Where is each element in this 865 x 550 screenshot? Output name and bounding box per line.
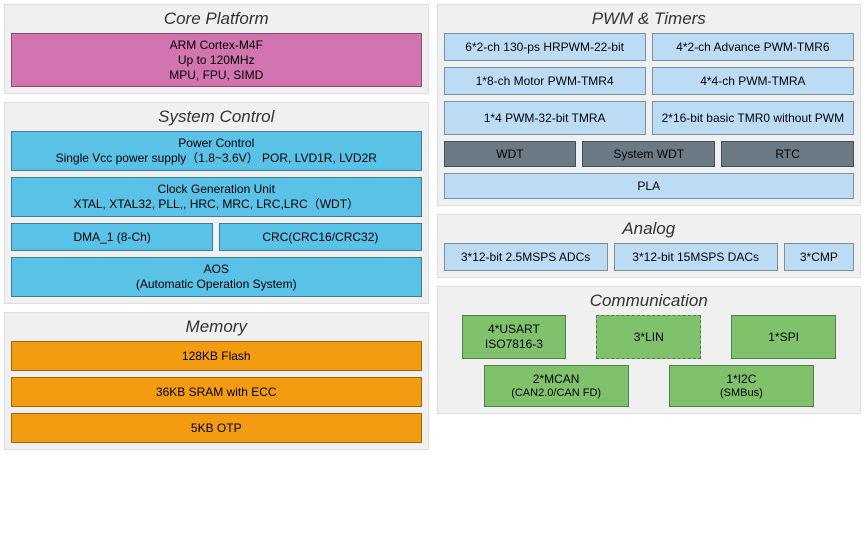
pla-block: PLA [444, 173, 855, 199]
memory-title: Memory [11, 317, 422, 337]
pwm-timers-section: PWM & Timers 6*2-ch 130-ps HRPWM-22-bit … [437, 4, 862, 206]
flash-block: 128KB Flash [11, 341, 422, 371]
dac-block: 3*12-bit 15MSPS DACs [614, 243, 778, 271]
right-column: PWM & Timers 6*2-ch 130-ps HRPWM-22-bit … [437, 4, 862, 450]
rtc-block: RTC [721, 141, 854, 167]
hrpwm-block: 6*2-ch 130-ps HRPWM-22-bit [444, 33, 646, 61]
communication-section: Communication 4*USART ISO7816-3 3*LIN 1*… [437, 286, 862, 414]
power-control-block: Power Control Single Vcc power supply（1.… [11, 131, 422, 171]
system-control-section: System Control Power Control Single Vcc … [4, 102, 429, 304]
core-platform-section: Core Platform ARM Cortex-M4F Up to 120MH… [4, 4, 429, 94]
spi-block: 1*SPI [731, 315, 836, 359]
tmr0-block: 2*16-bit basic TMR0 without PWM [652, 101, 854, 135]
dma-block: DMA_1 (8-Ch) [11, 223, 213, 251]
clock-gen-block: Clock Generation Unit XTAL, XTAL32, PLL,… [11, 177, 422, 217]
otp-block: 5KB OTP [11, 413, 422, 443]
left-column: Core Platform ARM Cortex-M4F Up to 120MH… [4, 4, 429, 450]
tmr4-block: 1*8-ch Motor PWM-TMR4 [444, 67, 646, 95]
tmr6-block: 4*2-ch Advance PWM-TMR6 [652, 33, 854, 61]
core-platform-block: ARM Cortex-M4F Up to 120MHz MPU, FPU, SI… [11, 33, 422, 87]
adc-block: 3*12-bit 2.5MSPS ADCs [444, 243, 608, 271]
wdt-block: WDT [444, 141, 577, 167]
analog-title: Analog [444, 219, 855, 239]
lin-block: 3*LIN [596, 315, 701, 359]
diagram-root: Core Platform ARM Cortex-M4F Up to 120MH… [0, 0, 865, 454]
aos-block: AOS (Automatic Operation System) [11, 257, 422, 297]
crc-block: CRC(CRC16/CRC32) [219, 223, 421, 251]
cmp-block: 3*CMP [784, 243, 854, 271]
communication-title: Communication [444, 291, 855, 311]
tmra-block: 4*4-ch PWM-TMRA [652, 67, 854, 95]
pwm-timers-title: PWM & Timers [444, 9, 855, 29]
analog-section: Analog 3*12-bit 2.5MSPS ADCs 3*12-bit 15… [437, 214, 862, 278]
memory-section: Memory 128KB Flash 36KB SRAM with ECC 5K… [4, 312, 429, 450]
core-platform-title: Core Platform [11, 9, 422, 29]
usart-block: 4*USART ISO7816-3 [462, 315, 567, 359]
mcan-block: 2*MCAN (CAN2.0/CAN FD) [484, 365, 629, 407]
sram-block: 36KB SRAM with ECC [11, 377, 422, 407]
system-control-title: System Control [11, 107, 422, 127]
syswdt-block: System WDT [582, 141, 715, 167]
pwm32-block: 1*4 PWM-32-bit TMRA [444, 101, 646, 135]
i2c-block: 1*I2C (SMBus) [669, 365, 814, 407]
